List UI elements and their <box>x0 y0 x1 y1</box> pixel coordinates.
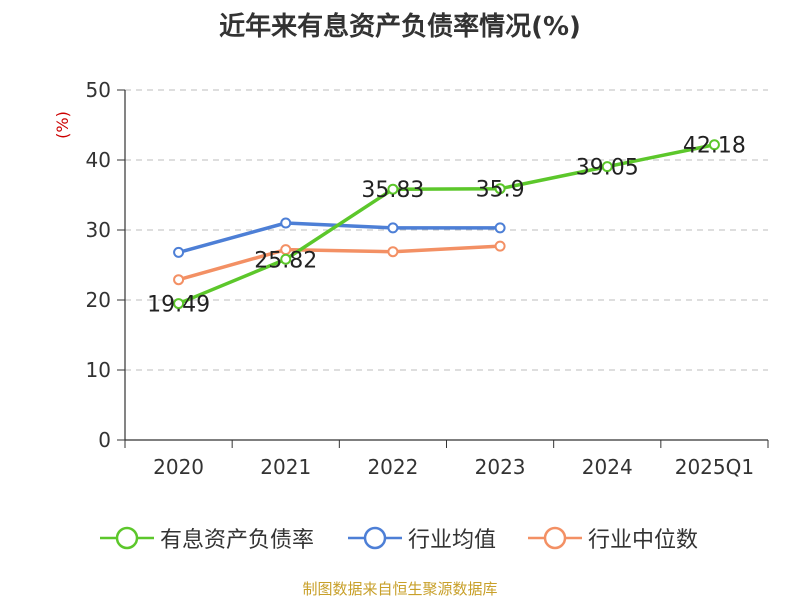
y-tick-label: 20 <box>86 288 111 312</box>
y-tick-label: 40 <box>86 148 111 172</box>
chart-title: 近年来有息资产负债率情况(%) <box>219 12 581 42</box>
legend-marker-icon <box>100 526 154 550</box>
data-point <box>708 139 720 151</box>
data-point <box>387 222 399 234</box>
data-labels: 19.49 25.82 35.83 35.9 39.05 42.18 <box>147 134 746 318</box>
legend-marker-icon <box>528 526 582 550</box>
y-tick-label: 0 <box>98 428 111 452</box>
data-label: 35.9 <box>476 178 525 203</box>
x-tick-label: 2023 <box>475 455 526 479</box>
axes: 0 10 20 30 40 50 (%) 2020 2021 2022 2023 2024 2025Q1 <box>53 78 769 479</box>
source-note: 制图数据来自恒生聚源数据库 <box>302 580 498 598</box>
data-point <box>280 253 292 265</box>
data-label: 42.18 <box>683 134 746 159</box>
series-line <box>178 244 501 282</box>
data-label: 35.83 <box>361 178 424 203</box>
legend-marker-icon <box>348 526 402 550</box>
data-point <box>387 183 399 195</box>
x-tick-label: 2022 <box>367 455 418 479</box>
data-point <box>280 217 292 229</box>
legend-label: 有息资产负债率 <box>160 528 315 553</box>
series-line <box>177 143 715 306</box>
x-tick-label: 2025Q1 <box>675 455 754 479</box>
data-point <box>494 183 506 195</box>
legend-item[interactable]: 有息资产负债率 <box>98 518 314 558</box>
series-lines <box>173 139 720 310</box>
data-point <box>173 274 185 286</box>
data-point <box>173 246 185 258</box>
y-axis-label: (%) <box>53 111 72 139</box>
data-label: 39.05 <box>576 156 639 181</box>
data-point <box>494 222 506 234</box>
legend-item[interactable]: 行业均值 <box>346 518 496 558</box>
data-point <box>173 298 185 310</box>
data-label: 25.82 <box>254 248 317 273</box>
legend-label: 行业均值 <box>408 528 497 553</box>
y-tick-label: 50 <box>86 78 111 102</box>
data-point <box>387 246 399 258</box>
legend-label: 行业中位数 <box>588 528 699 553</box>
legend: 有息资产负债率 行业均值 行业中位数 <box>0 518 800 558</box>
data-point <box>494 240 506 252</box>
data-label: 19.49 <box>147 293 210 318</box>
x-tick-label: 2021 <box>260 455 311 479</box>
grid-lines <box>125 89 768 371</box>
x-tick-label: 2024 <box>582 455 633 479</box>
x-tick-label: 2020 <box>153 455 204 479</box>
y-tick-label: 30 <box>86 218 111 242</box>
y-tick-label: 10 <box>86 358 111 382</box>
data-point <box>601 161 613 173</box>
legend-item[interactable]: 行业中位数 <box>526 518 698 558</box>
